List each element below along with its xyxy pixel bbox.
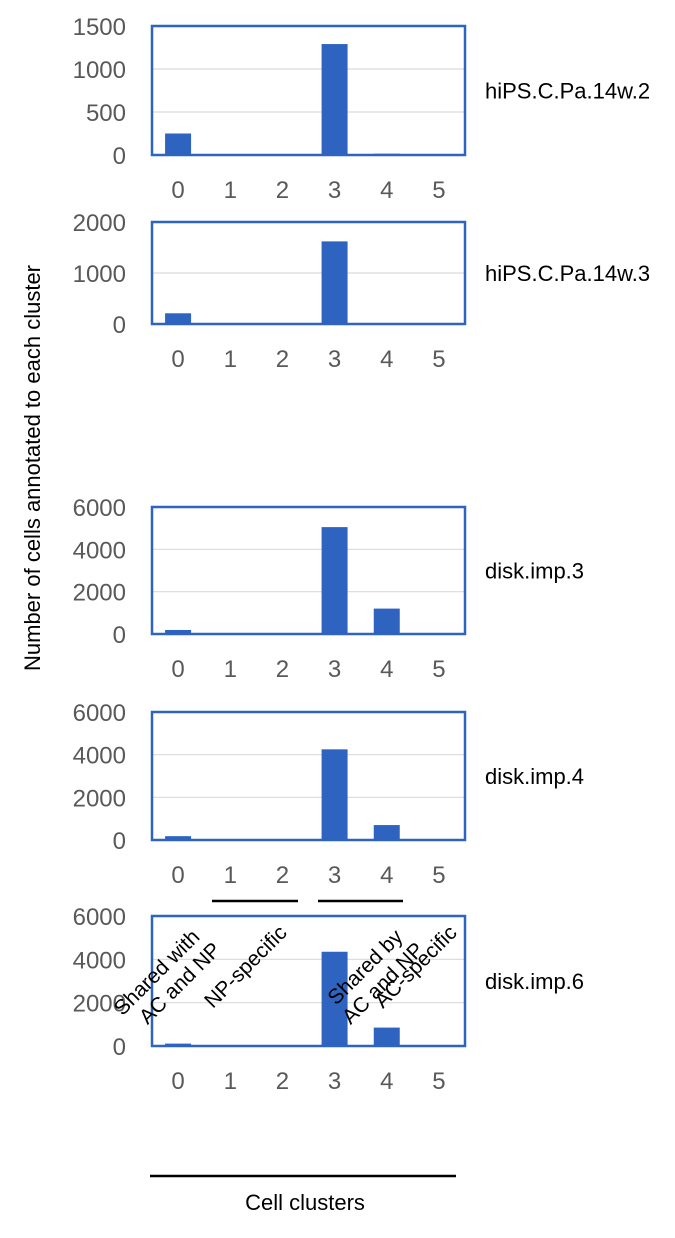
x-tick-label-4: 4 (380, 862, 393, 889)
x-tick-label-1: 1 (224, 346, 237, 373)
x-tick-label-2: 2 (276, 656, 289, 683)
y-tick-label-3: 6000 (73, 904, 126, 931)
x-tick-label-5: 5 (432, 346, 445, 373)
group-labels: Shared with AC and NP NP-specific Shared… (110, 921, 462, 1037)
x-tick-label-0: 0 (171, 656, 184, 683)
x-tick-label-0: 0 (171, 1068, 184, 1095)
y-tick-label-0: 0 (113, 143, 126, 170)
y-tick-label-3: 6000 (73, 700, 126, 727)
y-tick-label-1: 500 (86, 100, 126, 127)
bar-3 (321, 44, 348, 156)
group-label-np-specific: NP-specific (200, 921, 291, 1012)
x-tick-label-3: 3 (328, 1068, 341, 1095)
x-tick-label-2: 2 (276, 177, 289, 204)
x-tick-label-5: 5 (432, 177, 445, 204)
bar-3 (321, 241, 348, 324)
y-tick-label-0: 0 (113, 1034, 126, 1061)
x-tick-label-4: 4 (380, 1068, 393, 1095)
x-axis-label: Cell clusters (245, 1190, 365, 1215)
y-tick-label-0: 0 (113, 622, 126, 649)
x-tick-label-0: 0 (171, 346, 184, 373)
x-tick-label-3: 3 (328, 346, 341, 373)
panel-title: hiPS.C.Pa.14w.3 (485, 261, 650, 286)
plot-frame (150, 220, 467, 326)
group-label-shared-with: Shared with AC and NP (110, 921, 226, 1037)
bar-0 (165, 133, 192, 155)
bar-0 (165, 313, 192, 324)
bar-4 (373, 825, 400, 840)
x-tick-label-5: 5 (432, 1068, 445, 1095)
y-tick-label-1: 2000 (73, 580, 126, 607)
chart-panel-2: 0 2000 4000 6000 0 1 2 3 4 5 disk.imp.3 (73, 495, 584, 683)
bar-0 (165, 836, 192, 840)
x-tick-label-5: 5 (432, 656, 445, 683)
y-tick-label-2: 4000 (73, 537, 126, 564)
bar-3 (321, 749, 348, 840)
bar-4 (373, 608, 400, 634)
panel-title: disk.imp.4 (485, 764, 584, 789)
x-tick-label-2: 2 (276, 1068, 289, 1095)
plot-frame (150, 505, 467, 636)
y-tick-label-3: 6000 (73, 495, 126, 522)
x-tick-label-1: 1 (224, 1068, 237, 1095)
y-tick-label-3: 1500 (73, 14, 126, 41)
chart-panel-3: 0 2000 4000 6000 0 1 2 3 4 5 disk.imp.4 (73, 700, 584, 889)
group-label-np-specific-line1: NP-specific (200, 921, 291, 1012)
x-tick-label-3: 3 (328, 862, 341, 889)
panel-title: disk.imp.3 (485, 559, 584, 584)
x-tick-label-0: 0 (171, 177, 184, 204)
panel-title: disk.imp.6 (485, 969, 584, 994)
y-tick-label-1: 2000 (73, 991, 126, 1018)
x-tick-label-4: 4 (380, 177, 393, 204)
bar-3 (321, 527, 348, 634)
panel-title: hiPS.C.Pa.14w.2 (485, 79, 650, 104)
chart-panel-0: 0 500 1000 1500 0 1 2 3 4 5 hiPS.C.Pa.14w.2 (73, 14, 651, 204)
x-tick-label-1: 1 (224, 656, 237, 683)
y-tick-label-0: 0 (113, 312, 126, 339)
bar-3 (321, 951, 348, 1046)
plot-frame (150, 24, 467, 157)
x-tick-label-4: 4 (380, 346, 393, 373)
bar-0 (165, 629, 192, 634)
x-tick-label-0: 0 (171, 862, 184, 889)
plot-frame (150, 914, 467, 1048)
y-tick-label-2: 1000 (73, 57, 126, 84)
y-tick-label-0: 0 (113, 828, 126, 855)
bar-4 (373, 1027, 400, 1046)
y-tick-label-2: 4000 (73, 743, 126, 770)
y-tick-label-1: 1000 (73, 261, 126, 288)
x-tick-label-4: 4 (380, 656, 393, 683)
y-tick-label-1: 2000 (73, 785, 126, 812)
x-tick-label-5: 5 (432, 862, 445, 889)
x-tick-label-1: 1 (224, 862, 237, 889)
chart-panel-4: 0 2000 4000 6000 0 1 2 3 4 5 disk.imp.6 (73, 904, 584, 1095)
x-tick-label-3: 3 (328, 656, 341, 683)
plot-frame (150, 710, 467, 842)
x-tick-label-3: 3 (328, 177, 341, 204)
x-tick-label-1: 1 (224, 177, 237, 204)
y-tick-label-2: 2000 (73, 210, 126, 237)
x-tick-label-2: 2 (276, 346, 289, 373)
y-axis-label: Number of cells annotated to each cluste… (20, 265, 45, 671)
chart-panel-1: 0 1000 2000 0 1 2 3 4 5 hiPS.C.Pa.14w.3 (73, 210, 651, 373)
x-tick-label-2: 2 (276, 862, 289, 889)
y-tick-label-2: 4000 (73, 947, 126, 974)
